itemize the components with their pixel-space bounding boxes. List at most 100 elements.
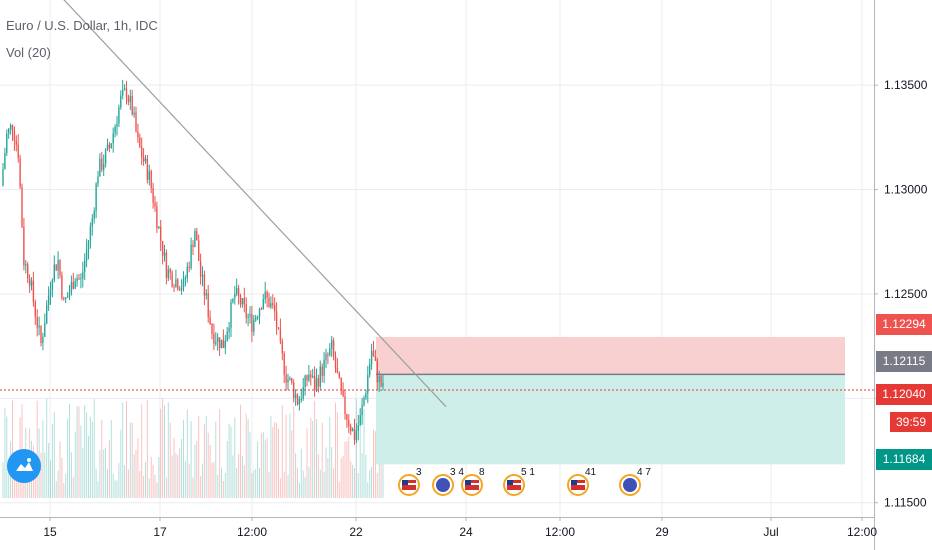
volume-bar [8,463,10,498]
volume-bar [86,412,88,498]
candle-body [161,240,164,256]
candle-body [294,394,297,398]
trendline [63,0,447,408]
candle-body [199,260,202,277]
volume-bar [27,475,29,498]
logo-cloud-icon[interactable] [7,449,41,483]
volume-bar [89,416,91,498]
volume-bar [374,431,376,498]
candle-body [87,240,90,250]
candle-body [76,278,78,282]
volume-bar [124,465,126,498]
volume-bar [236,468,238,498]
candle-body [243,298,245,305]
x-tick-label: 12:00 [847,525,877,539]
volume-bar [46,398,48,498]
candle-body [163,252,166,256]
candle-body [74,281,76,289]
volume-bar [371,467,373,498]
candle-body [158,226,160,229]
candle-body [139,137,141,148]
candle-body [249,314,251,317]
candle-body [23,227,25,266]
x-tick-label: 29 [655,525,669,539]
volume-bar [69,403,70,498]
volume-bar [346,441,348,498]
last-price-tag: 1.12040 [876,384,932,405]
volume-bar [154,475,156,498]
candle-body [13,130,16,142]
volume-bar [114,480,116,498]
time-scale-bg [0,517,874,550]
volume-bar [156,482,158,498]
volume-bar [329,416,331,498]
volume-bar [266,437,268,498]
candle-body [304,375,306,388]
event-count-label: 4 7 [637,467,651,478]
candle-body [28,278,31,286]
candle-body [327,354,329,356]
candle-body [6,133,8,154]
volume-bar [181,439,183,498]
us-flag-canton [571,480,577,485]
candle-body [312,376,314,378]
volume-bar [308,467,310,498]
candle-body [306,375,308,381]
candle-body [103,163,105,170]
us-flag-stripe [465,483,479,485]
candle-body [59,259,61,276]
us-flag-stripe [402,483,416,485]
volume-bar [59,441,61,498]
volume-bar [184,461,186,498]
us-flag-canton [507,480,513,485]
volume-indicator-label[interactable]: Vol (20) [6,45,51,60]
volume-bar [357,473,359,498]
candle-body [234,293,236,299]
candle-body [2,168,4,186]
eu-flag-icon: 4 7 [619,467,651,496]
candle-body [44,323,46,337]
candle-body [372,350,375,356]
volume-bar [133,454,135,498]
candle-body [72,282,74,289]
candle-body [226,331,228,341]
volume-bar [232,455,234,498]
volume-bar [238,454,240,498]
volume-bar [361,453,363,498]
volume-bar [279,478,281,498]
volume-bar [245,413,247,498]
candle-body [279,328,282,342]
volume-bar [135,449,137,498]
eu-flag-field [436,478,450,492]
volume-bar [264,440,266,498]
candle-body [230,302,232,328]
candle-body [217,337,219,342]
candle-body [135,112,137,132]
candle-body [355,430,358,441]
candle-body [194,231,196,248]
volume-bar [80,425,82,498]
candle-body [357,425,359,431]
volume-bar [222,481,224,498]
candle-body [289,377,291,380]
candle-body [89,226,92,241]
candle-body [228,327,230,332]
volume-bar [297,467,298,498]
volume-bar [257,441,259,498]
candle-body [376,360,378,383]
candle-body [46,304,48,324]
candle-body [207,293,209,317]
candle-body [367,375,369,394]
candle-body [222,339,225,348]
volume-bar [354,467,355,498]
volume-bar [316,418,317,498]
volume-bar [127,469,129,498]
candle-body [93,211,95,219]
volume-bar [51,423,53,498]
volume-bar [376,473,378,498]
volume-bar [93,398,95,498]
candle-body [196,231,198,241]
candle-body [323,359,325,376]
volume-bar [145,462,146,498]
